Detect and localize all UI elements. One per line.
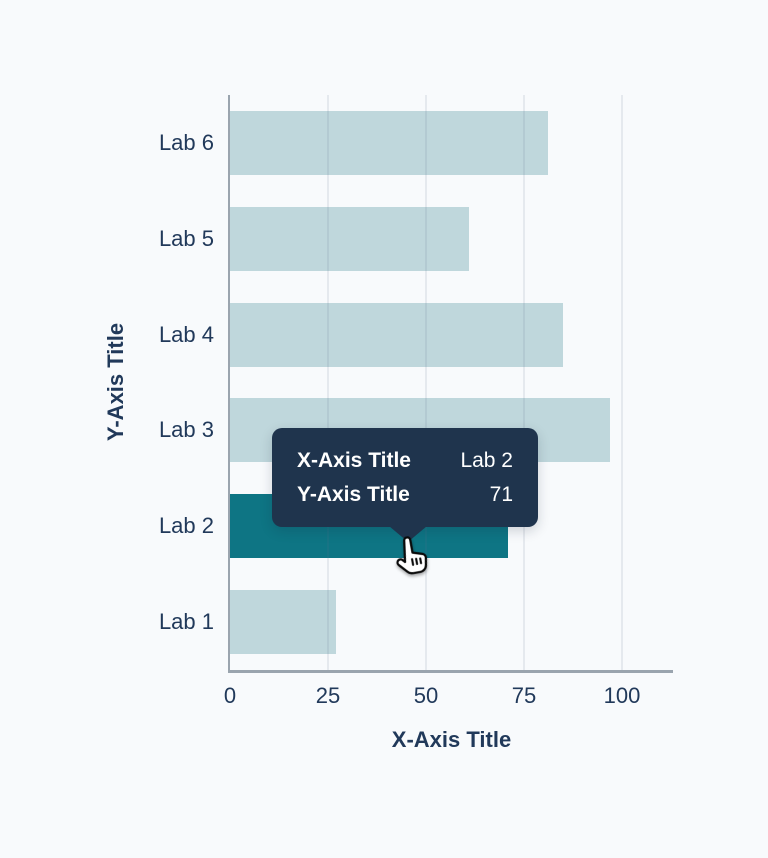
y-tick-label-lab-2: Lab 2: [158, 513, 214, 539]
tooltip-value: 71: [489, 483, 513, 506]
plot-area: [228, 95, 673, 673]
x-axis-ticks: 0 25 50 75 100: [224, 683, 673, 711]
y-tick-label-lab-3: Lab 3: [158, 417, 214, 443]
x-tick-label-100: 100: [603, 683, 641, 708]
bar-lab-1[interactable]: [230, 590, 336, 655]
gridline-50: [425, 95, 428, 670]
x-axis-title: X-Axis Title: [391, 727, 512, 752]
y-tick-label-lab-1: Lab 1: [158, 609, 214, 635]
y-tick-label-lab-5: Lab 5: [158, 225, 214, 251]
gridline-75: [523, 95, 526, 670]
x-tick-label-25: 25: [315, 683, 341, 708]
gridline-25: [327, 95, 329, 670]
y-axis-labels: Lab 6 Lab 5 Lab 4 Lab 3 Lab 2 Lab 1: [0, 95, 214, 670]
x-tick-label-0: 0: [223, 683, 237, 708]
hand-pointer-cursor-icon: [396, 536, 428, 575]
tooltip-caret-icon: [389, 526, 427, 542]
gridline-100: [621, 95, 624, 670]
x-tick-label-75: 75: [511, 683, 537, 708]
tooltip-value: Lab 2: [460, 449, 513, 472]
tooltip-row: Y-Axis Title 71: [297, 478, 513, 511]
x-tick-label-50: 50: [413, 683, 439, 708]
tooltip: X-Axis Title Lab 2 Y-Axis Title 71: [272, 428, 538, 527]
bar-lab-6[interactable]: [230, 110, 548, 175]
y-tick-label-lab-4: Lab 4: [158, 321, 214, 347]
tooltip-row: X-Axis Title Lab 2: [297, 444, 513, 477]
y-tick-label-lab-6: Lab 6: [158, 129, 214, 155]
tooltip-label: Y-Axis Title: [297, 483, 410, 506]
bar-lab-5[interactable]: [230, 206, 470, 271]
tooltip-label: X-Axis Title: [297, 449, 411, 472]
bar-lab-4[interactable]: [230, 302, 564, 367]
